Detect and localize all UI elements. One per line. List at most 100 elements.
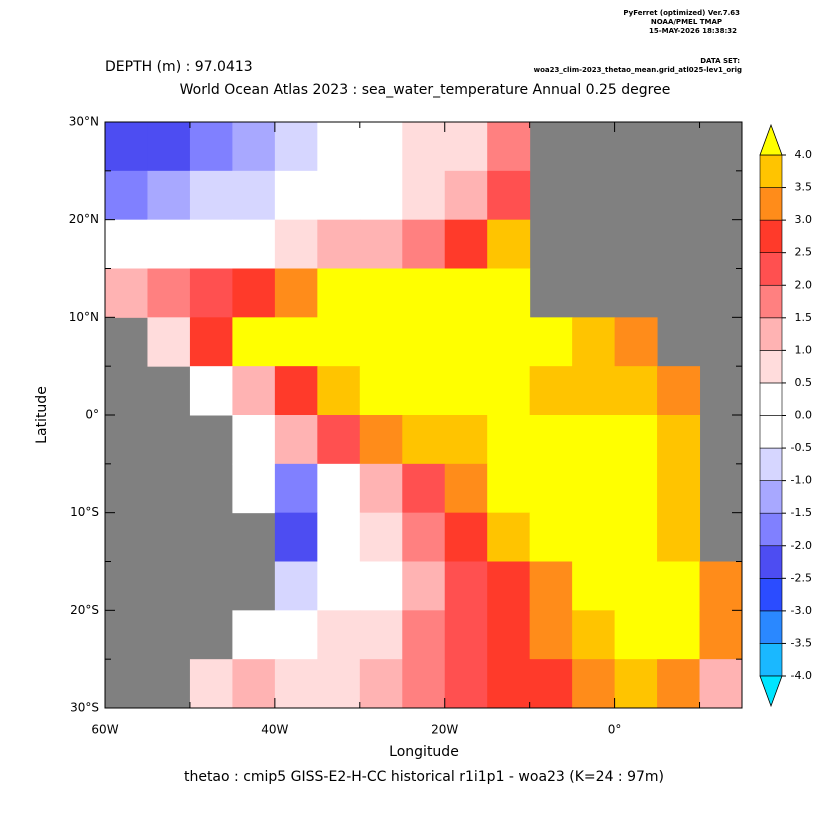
cell — [657, 415, 701, 465]
cell — [487, 610, 531, 660]
cell — [529, 415, 573, 465]
cell — [614, 512, 658, 562]
cell — [614, 659, 658, 709]
depth-label: DEPTH (m) : 97.0413 — [105, 59, 253, 75]
cell — [444, 268, 488, 318]
cell — [402, 317, 446, 367]
cell — [359, 415, 403, 465]
cell — [105, 219, 148, 269]
cell — [657, 561, 701, 611]
cell — [402, 170, 446, 221]
colorbar-box — [759, 545, 783, 579]
cell — [402, 415, 446, 465]
dataset-label: DATA SET: — [700, 57, 740, 65]
colorbar-box — [759, 317, 783, 351]
y-tick-label: 20°N — [69, 212, 99, 226]
cell — [572, 512, 616, 562]
colorbar-label: -0.5 — [791, 441, 812, 454]
colorbar-box — [759, 187, 783, 221]
cell — [657, 610, 701, 660]
y-tick-label: 30°N — [69, 115, 99, 129]
x-axis-label: Longitude — [389, 744, 459, 760]
cell — [189, 122, 233, 172]
cell — [487, 512, 531, 562]
cell — [232, 219, 276, 269]
cell — [487, 122, 531, 172]
colorbar-label: -3.0 — [791, 604, 812, 617]
colorbar-box — [759, 447, 783, 481]
colorbar-label: 4.0 — [795, 148, 813, 161]
y-tick-label: 30°S — [70, 701, 99, 715]
y-axis-label: Latitude — [34, 386, 50, 444]
cell — [444, 366, 488, 416]
cell — [699, 659, 743, 709]
cell — [147, 317, 191, 367]
cell — [274, 366, 318, 416]
cell — [444, 610, 488, 660]
colorbar-label: -3.5 — [791, 636, 812, 649]
colorbar-label: -2.5 — [791, 571, 812, 584]
map: 60W 40W 20W 0° 30°N 20°N 10°N 0° 10°S 20°S 30°S — [69, 115, 743, 737]
cell — [402, 268, 446, 318]
cell — [444, 415, 488, 465]
y-tick-label: 20°S — [70, 603, 99, 617]
cell — [614, 366, 658, 416]
program-label: PyFerret (optimized) Ver.7.63 — [623, 9, 740, 17]
colorbar-label: -2.0 — [791, 539, 812, 552]
colorbar-box — [759, 154, 783, 188]
cell — [487, 659, 531, 709]
cell — [657, 512, 701, 562]
cell — [232, 659, 276, 709]
cell — [614, 317, 658, 367]
cell — [444, 219, 488, 269]
x-tick-label: 20W — [431, 723, 458, 737]
cell — [232, 415, 276, 465]
cell — [529, 659, 573, 709]
cell — [189, 317, 233, 367]
y-tick-label: 10°S — [70, 505, 99, 519]
cell — [147, 219, 191, 269]
colorbar-label: -1.5 — [791, 506, 812, 519]
cell — [274, 610, 318, 660]
colorbar-box — [759, 512, 783, 547]
cell — [359, 219, 403, 269]
colorbar-label: -1.0 — [791, 474, 812, 487]
cell — [105, 170, 148, 221]
cell — [359, 610, 403, 660]
cell — [402, 610, 446, 660]
cell — [444, 561, 488, 611]
cell — [232, 122, 276, 172]
cell — [657, 366, 701, 416]
cell — [572, 561, 616, 611]
cell — [614, 561, 658, 611]
cell — [317, 170, 361, 221]
colorbar-box — [759, 480, 783, 514]
colorbar-box — [759, 219, 783, 253]
chart-title: World Ocean Atlas 2023 : sea_water_tempe… — [180, 82, 671, 98]
colorbar-label: -4.0 — [791, 669, 812, 682]
cell — [232, 366, 276, 416]
colorbar-box — [759, 415, 783, 449]
y-tick-label: 10°N — [69, 310, 99, 324]
cell — [359, 122, 403, 172]
cell — [274, 170, 318, 221]
colorbar-over — [759, 123, 783, 156]
cell — [274, 219, 318, 269]
cell — [274, 268, 318, 318]
cell — [402, 512, 446, 562]
cell — [529, 317, 573, 367]
cell — [444, 659, 488, 709]
cell — [232, 317, 276, 367]
cell — [614, 610, 658, 660]
cell — [487, 463, 531, 514]
cell — [444, 463, 488, 514]
cell — [402, 219, 446, 269]
cell — [402, 122, 446, 172]
colorbar-box — [759, 252, 783, 286]
cell — [657, 463, 701, 514]
cell — [657, 659, 701, 709]
colorbar-box — [759, 350, 783, 384]
cell — [487, 268, 531, 318]
cell — [189, 219, 233, 269]
colorbar-box — [759, 382, 783, 416]
